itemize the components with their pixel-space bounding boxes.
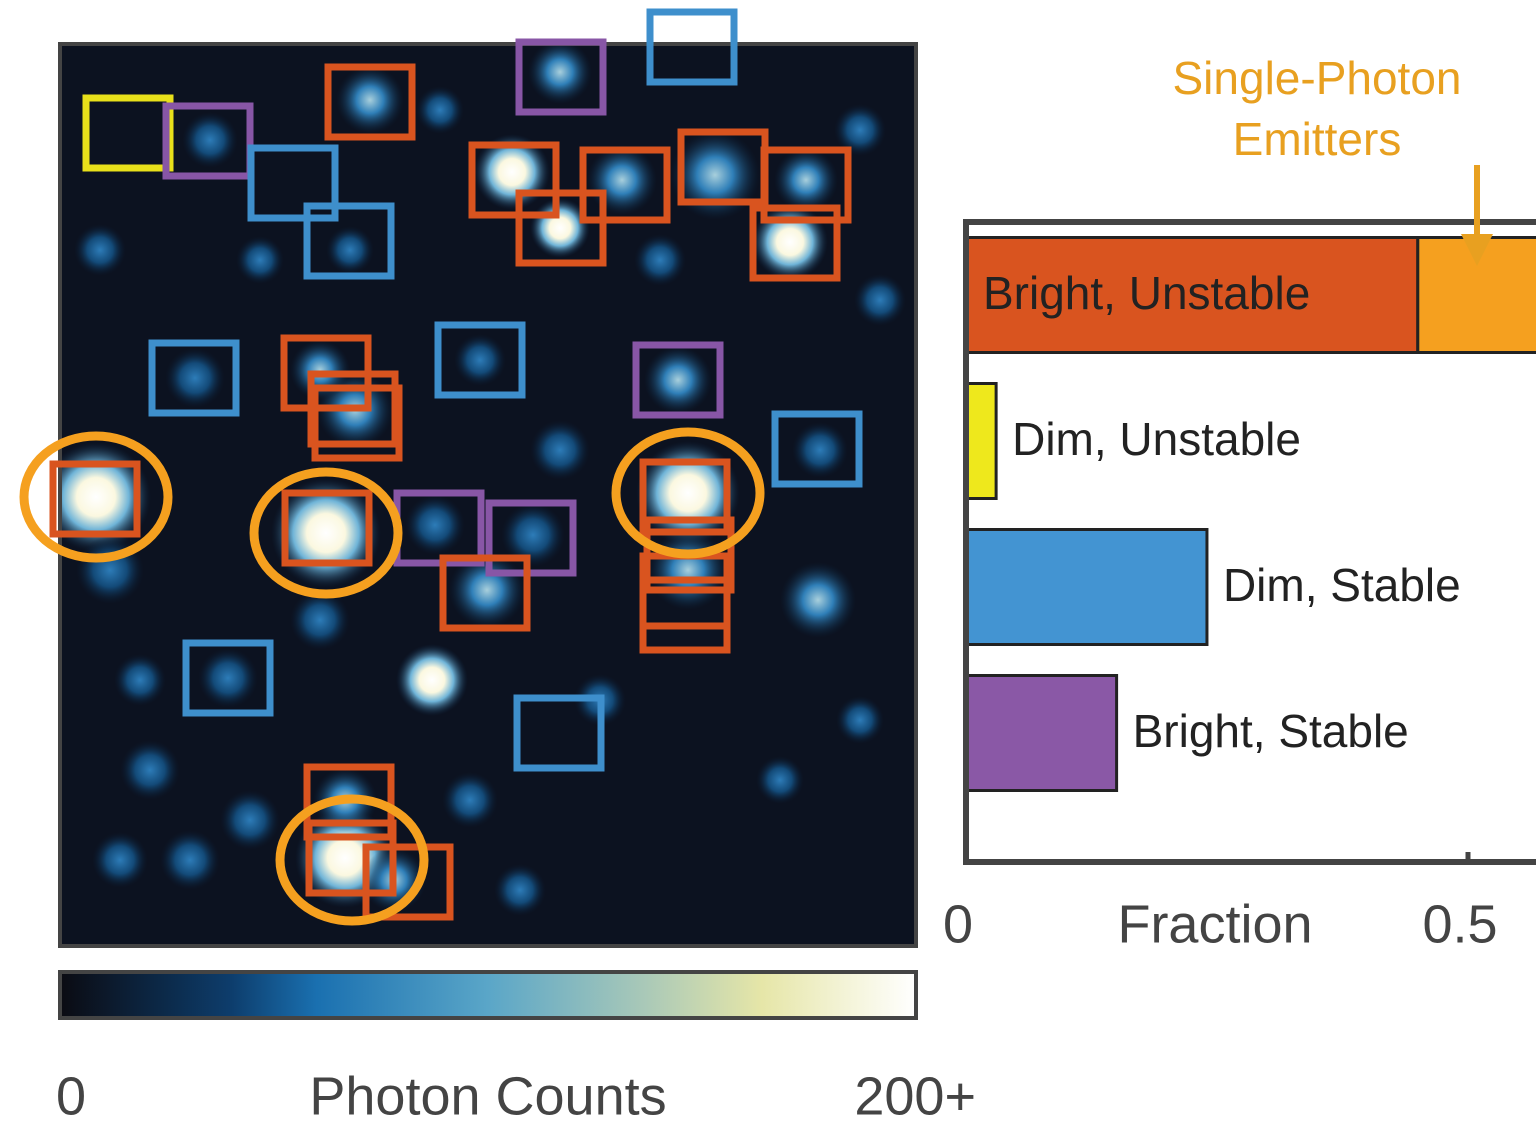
spot — [648, 530, 728, 610]
spot — [587, 145, 657, 215]
category-label: Bright, Stable — [1133, 705, 1409, 757]
spot — [454, 334, 506, 386]
category-label: Bright, Unstable — [983, 267, 1310, 319]
spot — [290, 590, 350, 650]
spot — [836, 696, 884, 744]
figure: Photon Counts Bright, Unstable Dim, Unsta… — [0, 0, 1536, 1135]
spot — [530, 420, 590, 480]
spot — [528, 40, 592, 104]
spot — [405, 495, 465, 555]
spot — [854, 274, 906, 326]
x-axis-label: Fraction — [1117, 894, 1312, 954]
bar — [966, 384, 996, 499]
colorbar-tick-label: 0 — [56, 1066, 86, 1126]
spot — [780, 562, 856, 638]
spot — [198, 648, 258, 708]
bar — [966, 530, 1207, 645]
colorbar — [60, 972, 916, 1018]
spot — [396, 644, 468, 716]
spot — [236, 236, 284, 284]
spot — [756, 756, 804, 804]
spot — [182, 112, 238, 168]
spot — [120, 740, 180, 800]
spot — [74, 224, 126, 276]
x-tick-label: 0.5 — [1422, 894, 1497, 954]
x-tick-label: 0 — [943, 894, 973, 954]
spot — [792, 422, 848, 478]
spot — [634, 234, 686, 286]
spot — [114, 654, 166, 706]
colorbar-tick-label: 200+ — [854, 1066, 976, 1126]
bar-chart: Bright, Unstable Dim, Unstable Dim, Stable… — [943, 52, 1536, 954]
spot — [160, 830, 220, 890]
annotation: Emitters — [1233, 113, 1402, 165]
spot — [165, 348, 225, 408]
spot — [220, 790, 280, 850]
spot — [644, 346, 712, 414]
category-label: Dim, Stable — [1223, 559, 1461, 611]
annotation: Single-Photon — [1173, 52, 1462, 104]
spot — [326, 226, 374, 274]
spot — [494, 864, 546, 916]
spot — [336, 66, 404, 134]
spot — [442, 772, 498, 828]
spot — [416, 86, 464, 134]
category-label: Dim, Unstable — [1012, 413, 1301, 465]
colorbar-label: Photon Counts — [309, 1066, 666, 1126]
spot — [92, 832, 148, 888]
spot — [774, 148, 838, 212]
bar — [966, 676, 1117, 791]
